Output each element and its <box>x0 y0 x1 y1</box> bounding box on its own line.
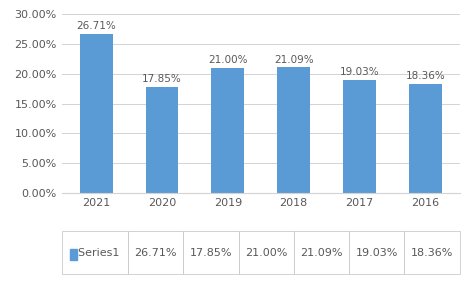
Text: 19.03%: 19.03% <box>339 67 379 77</box>
Bar <box>211 68 244 193</box>
Text: 21.00%: 21.00% <box>208 55 247 66</box>
Bar <box>146 87 178 193</box>
Bar <box>409 83 442 193</box>
Bar <box>343 80 376 193</box>
Text: 21.09%: 21.09% <box>274 55 313 65</box>
Text: 18.36%: 18.36% <box>405 71 445 81</box>
Text: 17.85%: 17.85% <box>142 74 182 84</box>
Text: 26.71%: 26.71% <box>76 21 116 32</box>
Bar <box>80 34 113 193</box>
Bar <box>277 67 310 193</box>
